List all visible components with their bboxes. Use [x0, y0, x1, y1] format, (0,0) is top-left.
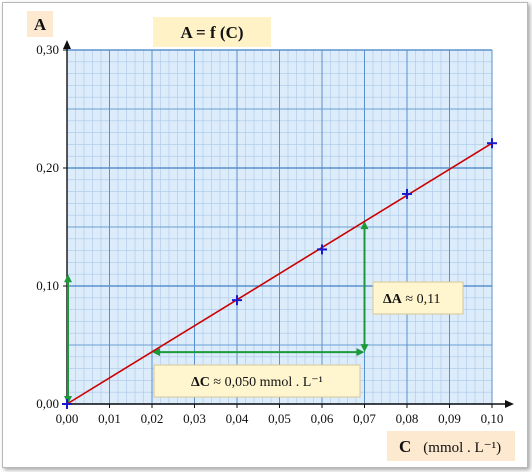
x-tick-label: 0,10: [481, 411, 504, 426]
fit-line: [66, 142, 493, 405]
delta-c-label: ΔC ≈ 0,050 mmol . L⁻¹: [191, 375, 323, 390]
chart-title: A = f (C): [180, 23, 243, 42]
annotations: [64, 221, 369, 404]
data-point: [317, 244, 327, 255]
delta-a-arrowhead-down: [360, 344, 369, 353]
tick-labels: 0,00 0,01 0,02 0,03 0,04 0,05 0,06 0,07 0,08 0,09…: [36, 42, 503, 426]
x-tick-label: 0,06: [311, 411, 334, 426]
x-tick-label: 0,02: [141, 411, 164, 426]
chart-title-box: [153, 17, 271, 47]
y-tick-label: 0,30: [36, 42, 59, 57]
data-point: [62, 399, 72, 409]
delta-c-arrowhead-right: [356, 348, 365, 357]
x-tick-label: 0,05: [268, 411, 291, 426]
delta-a-arrowhead-up: [360, 221, 369, 230]
y-tick-label: 0,10: [36, 278, 59, 293]
y-axis-label: A: [34, 15, 47, 34]
data-point: [232, 295, 242, 306]
data-point: [487, 138, 497, 149]
x-tick-label: 0,01: [98, 411, 121, 426]
delta-c-arrowhead-left: [152, 348, 160, 357]
x-axis-unit: (mmol . L⁻¹): [423, 440, 501, 456]
x-axis-label-box: [387, 431, 515, 461]
x-axis-arrowhead: [505, 400, 514, 408]
y-tick-label: 0,00: [36, 396, 59, 411]
x-tick-label: 0,07: [353, 411, 376, 426]
chart: 0,00 0,01 0,02 0,03 0,04 0,05 0,06 0,07 0,08 0,09…: [27, 11, 515, 461]
delta-a-box: [372, 281, 464, 315]
delta-c-box: [153, 364, 361, 398]
x-axis-label-group: C (mmol . L⁻¹): [399, 437, 501, 456]
origin-arrowhead-up: [64, 274, 72, 283]
y-tick-label: 0,20: [36, 160, 59, 175]
data-point: [402, 188, 412, 199]
x-tick-label: 0,00: [56, 411, 79, 426]
delta-c-value: ≈ 0,050 mmol . L⁻¹: [210, 375, 323, 390]
x-tick-label: 0,04: [226, 411, 249, 426]
delta-a-label: ΔA ≈ 0,11: [383, 292, 441, 307]
x-axis-label: C: [399, 437, 411, 456]
delta-a-value: ≈ 0,11: [402, 292, 441, 307]
delta-a-symbol: ΔA: [383, 292, 403, 307]
x-tick-label: 0,09: [438, 411, 461, 426]
chart-frame: 0,00 0,01 0,02 0,03 0,04 0,05 0,06 0,07 0,08 0,09…: [2, 2, 528, 468]
y-axis-label-box: [27, 11, 53, 37]
delta-c-symbol: ΔC: [191, 375, 210, 390]
x-tick-label: 0,03: [183, 411, 206, 426]
y-axis-arrowhead: [63, 40, 71, 49]
data-series: [62, 138, 497, 409]
x-tick-label: 0,08: [396, 411, 419, 426]
